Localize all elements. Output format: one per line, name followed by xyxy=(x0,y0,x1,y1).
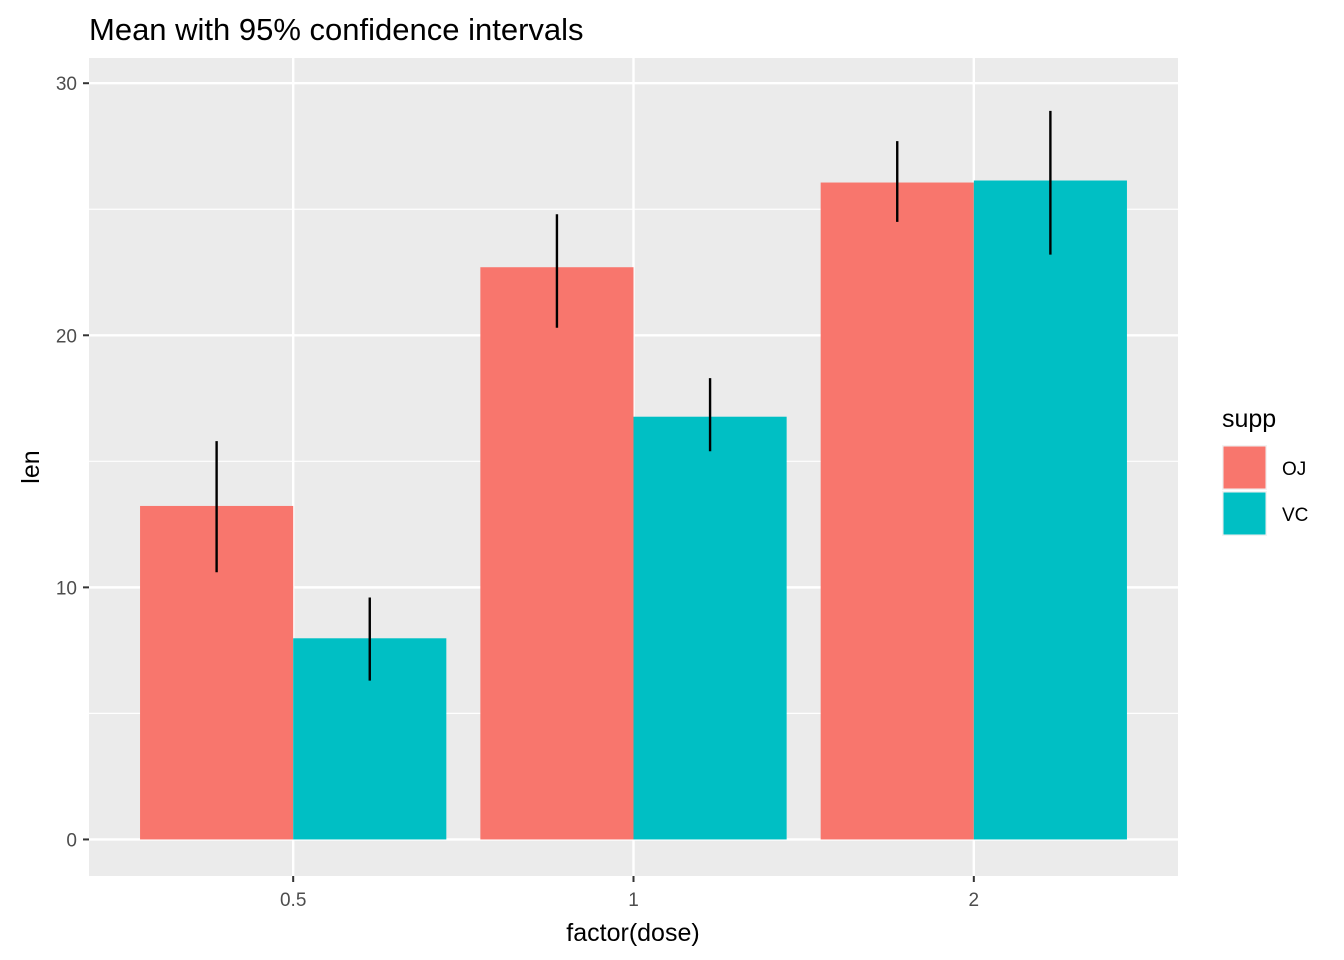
x-axis-title: factor(dose) xyxy=(566,919,699,947)
legend: supp OJ VC xyxy=(1222,405,1308,536)
y-axis: 0 10 20 30 xyxy=(56,74,89,851)
bar-OJ-2 xyxy=(820,182,974,840)
x-axis: 0.5 1 2 xyxy=(280,876,979,911)
chart-title: Mean with 95% confidence intervals xyxy=(89,12,584,47)
x-tick-label: 0.5 xyxy=(280,890,306,911)
y-tick-label: 20 xyxy=(56,326,77,347)
y-tick-label: 0 xyxy=(66,830,77,851)
bar-VC-2 xyxy=(973,180,1127,840)
error-bars xyxy=(215,110,1052,681)
x-tick-label: 1 xyxy=(628,890,639,911)
legend-label-OJ: OJ xyxy=(1282,459,1306,480)
y-tick-label: 30 xyxy=(56,74,77,95)
y-axis-title: len xyxy=(17,450,45,483)
bar-VC-1 xyxy=(633,416,787,840)
legend-title: supp xyxy=(1222,405,1276,433)
x-tick-label: 2 xyxy=(969,890,980,911)
legend-swatch-VC xyxy=(1223,492,1266,535)
bars xyxy=(140,180,1127,840)
bar-OJ-1 xyxy=(480,267,634,840)
y-tick-label: 10 xyxy=(56,578,77,599)
legend-label-VC: VC xyxy=(1282,505,1308,526)
legend-swatch-OJ xyxy=(1223,446,1266,489)
